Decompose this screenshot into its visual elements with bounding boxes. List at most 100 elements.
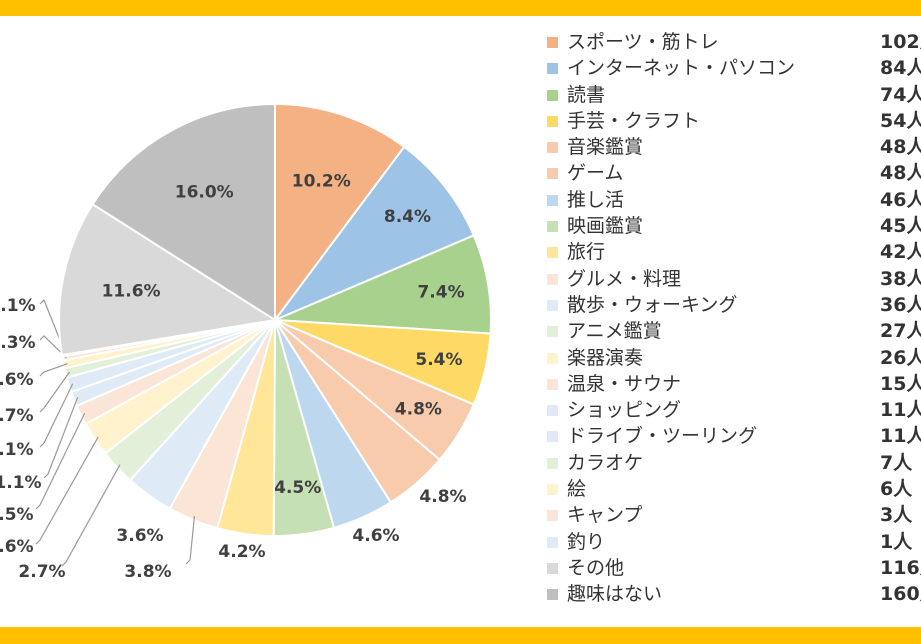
top-band bbox=[0, 0, 921, 16]
legend-swatch bbox=[547, 194, 558, 206]
legend-item: グルメ・料理 38人 bbox=[545, 266, 921, 292]
legend-label: 音楽鑑賞 bbox=[567, 136, 644, 159]
legend-swatch bbox=[547, 89, 558, 101]
pie-chart: 10.2% 8.4% 7.4% 5.4% 4.8% 4.8% 4.6% 4.5% 4.2% 3.8… bbox=[0, 102, 492, 582]
legend-item: 映画鑑賞 45人 bbox=[545, 213, 921, 239]
legend-swatch bbox=[547, 299, 558, 311]
pie-slice bbox=[271, 145, 476, 323]
slice-percent-label: 0.1% bbox=[0, 296, 36, 316]
legend-count: 48人 bbox=[880, 136, 921, 159]
leader-line bbox=[39, 335, 67, 359]
legend-item: 音楽鑑賞 48人 bbox=[545, 134, 921, 160]
slice-percent-label: 5.4% bbox=[415, 350, 462, 370]
legend-count: 102人 bbox=[880, 31, 921, 53]
legend-label: カラオケ bbox=[567, 451, 644, 474]
legend-count: 84人 bbox=[880, 57, 921, 80]
pie-slice bbox=[91, 102, 276, 322]
legend-label: ドライブ・ツーリング bbox=[567, 425, 758, 448]
legend-swatch bbox=[547, 510, 558, 522]
legend-count: 42人 bbox=[880, 241, 921, 264]
legend-item: 釣り 1人 bbox=[545, 529, 921, 555]
leader-line bbox=[39, 383, 74, 448]
legend-swatch bbox=[547, 562, 558, 574]
legend-item: 推し活 46人 bbox=[545, 187, 921, 213]
legend-item: ドライブ・ツーリング 11人 bbox=[545, 423, 921, 449]
legend-count: 11人 bbox=[880, 425, 921, 448]
slice-percent-label: 3.8% bbox=[124, 562, 171, 582]
legend-swatch bbox=[547, 378, 558, 390]
slice-percent-label: 2.7% bbox=[18, 562, 65, 582]
leader-line bbox=[43, 397, 79, 479]
leader-line bbox=[35, 436, 99, 545]
slice-percent-label: 11.6% bbox=[102, 282, 161, 302]
legend-swatch bbox=[547, 352, 558, 364]
legend-count: 160人 bbox=[880, 583, 921, 606]
legend-count: 11人 bbox=[880, 399, 921, 422]
legend-item: 読書 74人 bbox=[545, 82, 921, 108]
legend-swatch bbox=[547, 37, 558, 48]
legend-item: ゲーム 48人 bbox=[545, 160, 921, 186]
legend-label: 読書 bbox=[567, 83, 606, 106]
slice-percent-label: 0.6% bbox=[0, 370, 34, 390]
pie-slice bbox=[274, 102, 406, 324]
legend-swatch bbox=[547, 168, 558, 180]
legend-label: ゲーム bbox=[567, 162, 624, 185]
legend-item: スポーツ・筋トレ 102人 bbox=[545, 29, 921, 55]
legend-count: 7人 bbox=[880, 451, 913, 474]
legend-label: 映画鑑賞 bbox=[567, 215, 644, 238]
legend-count: 26人 bbox=[880, 346, 921, 369]
slice-percent-label: 3.6% bbox=[116, 526, 163, 546]
legend-label: ショッピング bbox=[567, 399, 682, 422]
slice-percent-label: 1.5% bbox=[0, 505, 34, 525]
legend-count: 38人 bbox=[880, 267, 921, 290]
legend-item: カラオケ 7人 bbox=[545, 450, 921, 476]
legend-label: 趣味はない bbox=[567, 583, 663, 606]
legend-count: 116人 bbox=[880, 556, 921, 579]
legend-item: 手芸・クラフト 54人 bbox=[545, 108, 921, 134]
slice-percent-label: 4.2% bbox=[218, 542, 265, 562]
legend-label: 温泉・サウナ bbox=[567, 372, 682, 395]
legend-swatch bbox=[547, 221, 558, 233]
legend-swatch bbox=[547, 431, 558, 443]
legend-item: 趣味はない 160人 bbox=[545, 581, 921, 607]
slice-percent-label: 8.4% bbox=[384, 207, 431, 227]
legend-count: 36人 bbox=[880, 293, 921, 316]
legend-count: 54人 bbox=[880, 109, 921, 132]
legend-item: 散歩・ウォーキング 36人 bbox=[545, 292, 921, 318]
slice-percent-label: 1.1% bbox=[0, 440, 34, 460]
legend-label: 旅行 bbox=[567, 241, 606, 264]
legend-swatch bbox=[547, 247, 558, 259]
legend-count: 48人 bbox=[880, 162, 921, 185]
bottom-band bbox=[0, 627, 921, 644]
slice-percent-label: 7.4% bbox=[417, 283, 464, 303]
slice-percent-label: 4.8% bbox=[419, 487, 466, 507]
legend-item: キャンプ 3人 bbox=[545, 502, 921, 528]
slice-percent-label: 0.3% bbox=[0, 333, 36, 353]
legend-swatch bbox=[547, 457, 558, 469]
slice-percent-label: 0.7% bbox=[0, 406, 34, 426]
legend-label: 推し活 bbox=[567, 188, 625, 211]
leader-line bbox=[185, 516, 196, 565]
legend-swatch bbox=[547, 405, 558, 417]
legend-swatch bbox=[547, 142, 558, 154]
legend-count: 45人 bbox=[880, 215, 921, 238]
legend-label: インターネット・パソコン bbox=[567, 57, 796, 80]
slice-percent-label: 4.6% bbox=[352, 526, 399, 546]
legend-swatch bbox=[547, 536, 558, 548]
legend-swatch bbox=[547, 589, 558, 601]
legend-label: 手芸・クラフト bbox=[567, 109, 701, 132]
slice-percent-label: 4.8% bbox=[395, 399, 442, 419]
legend-label: その他 bbox=[567, 556, 625, 579]
legend-count: 6人 bbox=[880, 478, 913, 501]
legend-label: 楽器演奏 bbox=[567, 346, 644, 369]
leader-line bbox=[61, 464, 121, 567]
slice-percent-label: 16.0% bbox=[175, 182, 234, 202]
legend-count: 3人 bbox=[880, 504, 913, 527]
leader-line bbox=[39, 371, 70, 413]
slice-percent-label: 4.5% bbox=[274, 478, 321, 498]
legend-label: キャンプ bbox=[567, 504, 643, 527]
legend-label: スポーツ・筋トレ bbox=[567, 31, 719, 53]
legend-item: その他 116人 bbox=[545, 555, 921, 581]
legend-item: インターネット・パソコン 84人 bbox=[545, 55, 921, 81]
